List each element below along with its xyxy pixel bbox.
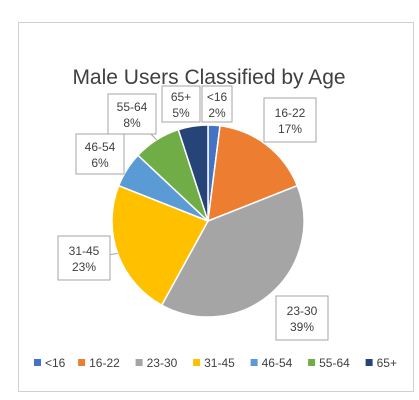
data-label-box-46-54: [75, 133, 125, 175]
leader-line-55-64: [150, 133, 157, 141]
data-label-category-46-54: 46-54: [85, 140, 116, 154]
legend-swatch-55-64: [308, 359, 316, 366]
legend-label-46-54: 46-54: [262, 356, 293, 370]
legend-swatch-65: [365, 359, 373, 366]
legend-swatch-23-30: [135, 359, 143, 366]
legend-label-65: 65+: [377, 356, 397, 370]
chart-title: Male Users Classified by Age: [72, 66, 345, 89]
data-labels: <16 2% 16-22 17% 23-30 39% 31-45 23% 46-54 6% 55-6…: [57, 85, 329, 341]
data-label-category-31-45: 31-45: [69, 244, 100, 258]
data-label-box-31-45: [57, 235, 111, 281]
pie-slice-65: [177, 124, 209, 222]
data-label-category-65: 65+: [171, 90, 191, 104]
legend-swatch-16: [34, 359, 41, 366]
data-label-percent-31-45: 23%: [72, 260, 96, 274]
leader-lines: [109, 133, 157, 255]
data-label-percent-65: 5%: [172, 106, 190, 120]
data-label-percent-23-30: 39%: [290, 320, 314, 334]
legend-label-31-45: 31-45: [204, 356, 235, 370]
data-label-category-55-64: 55-64: [117, 100, 148, 114]
legend-label-16: <16: [45, 356, 66, 370]
pie-slice-23-30: [160, 184, 305, 318]
data-label-percent-16: 2%: [208, 106, 226, 120]
data-label-box-16: [201, 85, 233, 123]
legend-swatch-31-45: [193, 359, 201, 366]
legend-swatch-46-54: [250, 359, 258, 366]
legend-label-23-30: 23-30: [147, 356, 178, 370]
data-label-box-55-64: [107, 93, 157, 135]
data-label-category-16: <16: [207, 90, 228, 104]
pie-slice-31-45: [111, 184, 210, 307]
leader-line-31-45: [109, 253, 118, 255]
data-label-box-16-22: [263, 97, 317, 143]
data-label-percent-55-64: 8%: [123, 116, 141, 130]
data-label-percent-16-22: 17%: [278, 122, 302, 136]
data-label-box-23-30: [275, 295, 329, 341]
data-label-category-16-22: 16-22: [275, 106, 306, 120]
pie-slice-16-22: [207, 124, 299, 223]
legend-label-16-22: 16-22: [89, 356, 120, 370]
legend: <16 16-22 23-30 31-45 46-54 55-64 65+: [34, 356, 397, 370]
legend-label-55-64: 55-64: [319, 356, 350, 370]
data-label-category-23-30: 23-30: [287, 304, 318, 318]
data-label-box-65: [161, 85, 201, 123]
legend-swatch-16-22: [78, 359, 86, 366]
data-label-percent-46-54: 6%: [91, 156, 109, 170]
pie-slices: [111, 124, 305, 318]
